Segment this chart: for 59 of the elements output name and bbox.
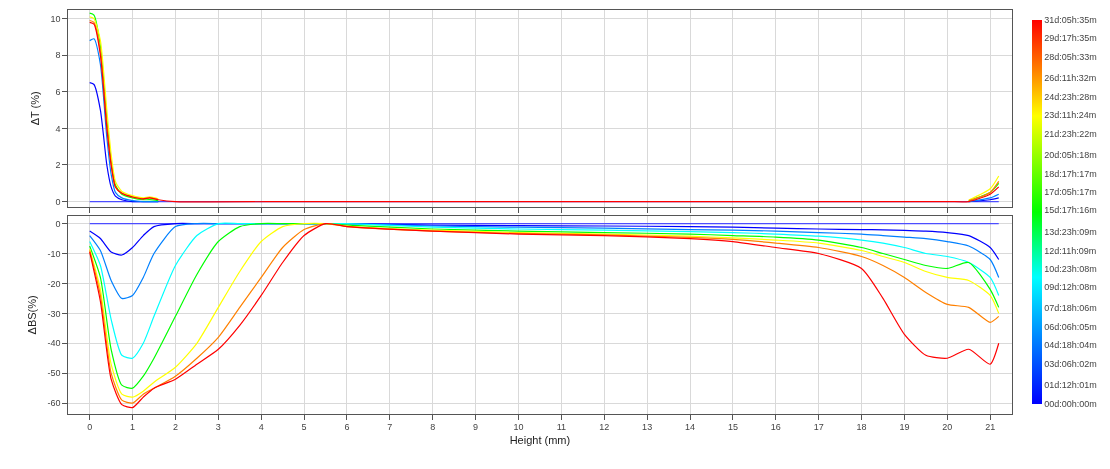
color-bar-label: 04d:18h:04m bbox=[1044, 340, 1097, 351]
x-tick-label: 10 bbox=[513, 422, 524, 433]
y-tick-label: 10 bbox=[50, 13, 61, 24]
color-bar-label: 20d:05h:18m bbox=[1044, 150, 1097, 161]
y-tick-label: 6 bbox=[55, 86, 61, 97]
y-tick-label: -50 bbox=[47, 368, 61, 379]
y-tick-label: -30 bbox=[47, 308, 61, 319]
color-bar-label: 15d:17h:16m bbox=[1044, 205, 1097, 216]
y-tick-label: -20 bbox=[47, 278, 61, 289]
x-axis-title: Height (mm) bbox=[509, 433, 571, 446]
y-tick-label: -40 bbox=[47, 338, 61, 349]
y-tick-label: -60 bbox=[47, 398, 61, 409]
color-bar-label: 01d:12h:01m bbox=[1044, 380, 1097, 391]
x-tick-label: 21 bbox=[985, 422, 996, 433]
x-tick-label: 20 bbox=[942, 422, 953, 433]
color-bar-label: 28d:05h:33m bbox=[1044, 51, 1097, 62]
x-tick-label: 9 bbox=[473, 422, 479, 433]
color-bar-label: 07d:18h:06m bbox=[1044, 303, 1097, 314]
y-tick-label: 4 bbox=[55, 123, 61, 134]
color-bar-label: 31d:05h:35m bbox=[1044, 14, 1097, 25]
y-tick-label: 8 bbox=[55, 50, 61, 61]
x-tick-label: 2 bbox=[172, 422, 178, 433]
color-bar-label: 00d:00h:00m bbox=[1044, 398, 1097, 409]
x-tick-label: 5 bbox=[301, 422, 307, 433]
y-axis-title: ΔBS(%) bbox=[26, 295, 39, 335]
x-tick-label: 18 bbox=[856, 422, 867, 433]
color-bar-label: 17d:05h:17m bbox=[1044, 187, 1097, 198]
x-tick-label: 4 bbox=[258, 422, 264, 433]
color-bar-label: 13d:23h:09m bbox=[1044, 227, 1097, 238]
color-bar-label: 29d:17h:35m bbox=[1044, 33, 1097, 44]
color-bar-label: 06d:06h:05m bbox=[1044, 321, 1097, 332]
color-bar-label: 09d:12h:08m bbox=[1044, 281, 1097, 292]
x-tick-label: 7 bbox=[387, 422, 393, 433]
x-tick-label: 12 bbox=[599, 422, 610, 433]
y-axis-title: ΔT (%) bbox=[29, 91, 42, 126]
color-bar-label: 23d:11h:24m bbox=[1044, 110, 1097, 121]
color-bar-label: 18d:17h:17m bbox=[1044, 168, 1097, 179]
x-tick-label: 15 bbox=[727, 422, 738, 433]
x-tick-label: 16 bbox=[770, 422, 781, 433]
x-tick-label: 0 bbox=[87, 422, 93, 433]
color-bar-label: 26d:11h:32m bbox=[1044, 73, 1097, 84]
color-bar-label: 21d:23h:22m bbox=[1044, 128, 1097, 139]
color-bar-label: 10d:23h:08m bbox=[1044, 263, 1097, 274]
x-tick-label: 17 bbox=[813, 422, 824, 433]
x-tick-label: 1 bbox=[130, 422, 136, 433]
y-tick-label: 0 bbox=[55, 218, 61, 229]
y-tick-label: 2 bbox=[55, 160, 61, 171]
y-tick-label: 0 bbox=[55, 196, 61, 207]
x-tick-label: 13 bbox=[642, 422, 653, 433]
color-bar-label: 24d:23h:28m bbox=[1044, 91, 1097, 102]
y-tick-label: -10 bbox=[47, 248, 61, 259]
x-tick-label: 19 bbox=[899, 422, 910, 433]
x-tick-label: 3 bbox=[215, 422, 221, 433]
x-tick-label: 14 bbox=[684, 422, 696, 433]
x-tick-label: 6 bbox=[344, 422, 350, 433]
x-tick-label: 8 bbox=[430, 422, 436, 433]
color-bar-label: 12d:11h:09m bbox=[1044, 245, 1097, 256]
color-bar-label: 03d:06h:02m bbox=[1044, 358, 1097, 369]
x-tick-label: 11 bbox=[556, 422, 567, 433]
